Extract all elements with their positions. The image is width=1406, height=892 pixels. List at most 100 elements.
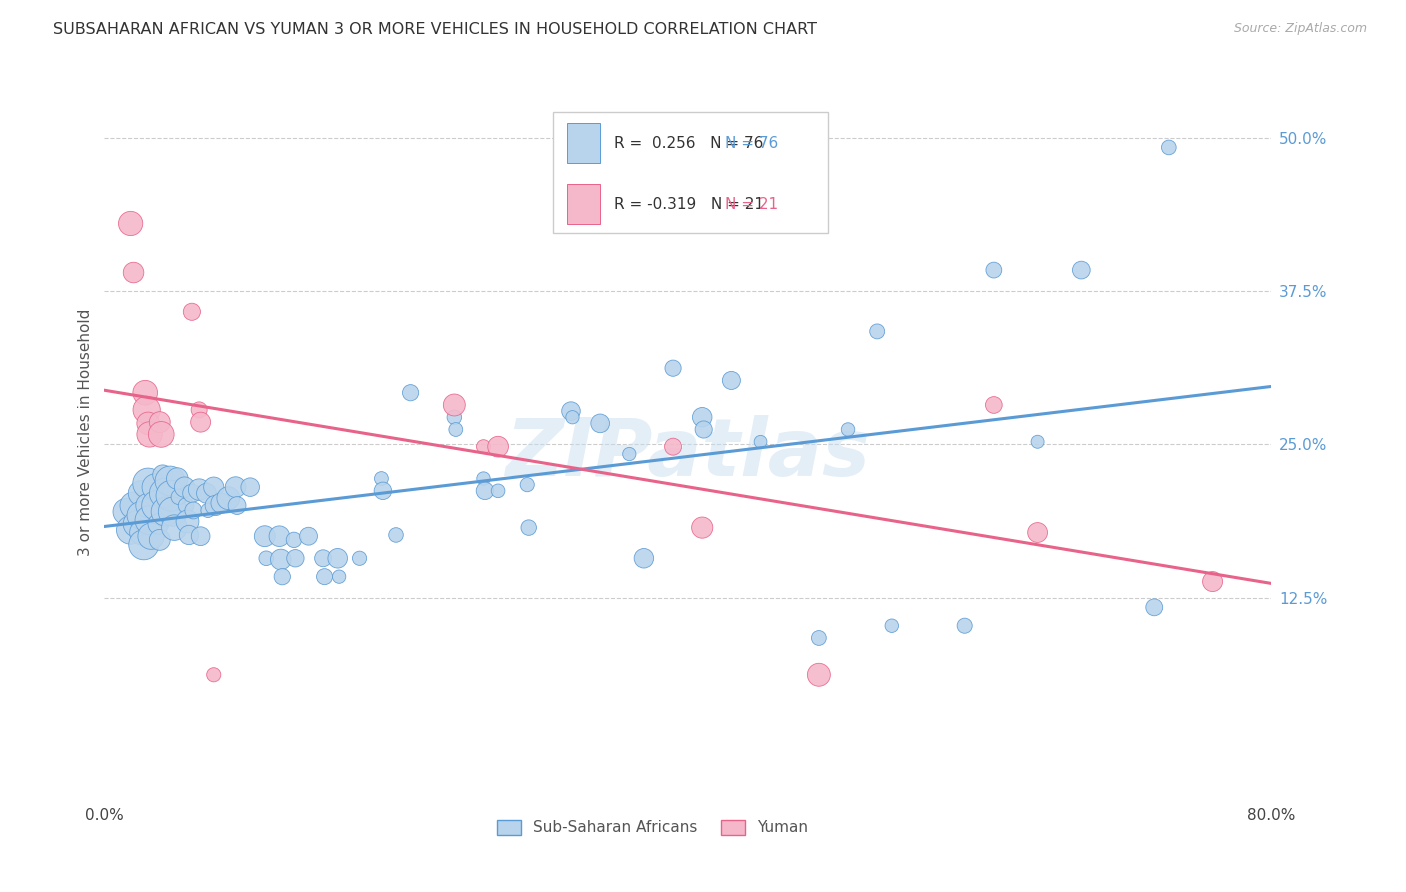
- Point: [183, 503, 205, 517]
- Point: [314, 569, 336, 583]
- Point: [180, 305, 202, 319]
- Point: [443, 410, 465, 425]
- Point: [115, 505, 138, 519]
- Point: [136, 499, 159, 513]
- Point: [131, 525, 153, 540]
- Point: [1143, 600, 1166, 615]
- FancyBboxPatch shape: [568, 123, 600, 163]
- Point: [283, 533, 305, 547]
- Point: [690, 520, 713, 534]
- Point: [190, 415, 212, 429]
- Point: [188, 403, 211, 417]
- Point: [472, 440, 495, 454]
- Legend: Sub-Saharan Africans, Yuman: Sub-Saharan Africans, Yuman: [492, 815, 813, 840]
- Point: [129, 508, 152, 523]
- Point: [326, 551, 349, 566]
- Point: [486, 440, 509, 454]
- Point: [239, 480, 262, 494]
- Point: [662, 440, 685, 454]
- Point: [371, 483, 394, 498]
- Point: [136, 417, 159, 431]
- Point: [177, 528, 200, 542]
- Point: [284, 551, 307, 566]
- Point: [269, 529, 291, 543]
- Point: [312, 551, 335, 566]
- Point: [385, 528, 408, 542]
- Point: [145, 480, 167, 494]
- Point: [690, 410, 713, 425]
- Point: [1070, 263, 1092, 277]
- Point: [486, 483, 509, 498]
- Text: N = 21: N = 21: [725, 197, 778, 211]
- Point: [122, 499, 145, 513]
- Point: [197, 503, 219, 517]
- Text: SUBSAHARAN AFRICAN VS YUMAN 3 OR MORE VEHICLES IN HOUSEHOLD CORRELATION CHART: SUBSAHARAN AFRICAN VS YUMAN 3 OR MORE VE…: [53, 22, 817, 37]
- Point: [129, 486, 152, 500]
- Point: [152, 467, 174, 482]
- Point: [253, 529, 276, 543]
- Point: [444, 423, 467, 437]
- Point: [749, 434, 772, 449]
- Point: [190, 529, 212, 543]
- FancyBboxPatch shape: [554, 112, 828, 234]
- Point: [1026, 434, 1049, 449]
- Point: [209, 496, 232, 510]
- Point: [150, 427, 173, 442]
- Point: [134, 385, 156, 400]
- Point: [399, 385, 422, 400]
- Point: [517, 520, 540, 534]
- Point: [271, 569, 294, 583]
- Point: [589, 417, 612, 431]
- Point: [148, 516, 170, 531]
- Point: [443, 398, 465, 412]
- Point: [149, 533, 172, 547]
- Text: N = 76: N = 76: [725, 136, 778, 151]
- Point: [202, 480, 225, 494]
- Point: [139, 529, 162, 543]
- Point: [983, 263, 1005, 277]
- Point: [217, 491, 239, 505]
- FancyBboxPatch shape: [568, 184, 600, 225]
- Point: [692, 423, 714, 437]
- Point: [1157, 140, 1180, 154]
- Point: [136, 476, 159, 491]
- Point: [176, 515, 198, 529]
- Point: [226, 499, 249, 513]
- Point: [195, 486, 218, 500]
- Point: [159, 474, 181, 488]
- Point: [138, 427, 160, 442]
- Point: [720, 374, 742, 388]
- Point: [188, 483, 211, 497]
- Text: R = -0.319   N = 21: R = -0.319 N = 21: [614, 197, 763, 211]
- Point: [202, 667, 225, 681]
- Point: [807, 631, 830, 645]
- Point: [122, 266, 145, 280]
- Point: [866, 325, 889, 339]
- Point: [662, 361, 685, 376]
- Point: [516, 477, 538, 491]
- Point: [619, 447, 641, 461]
- Point: [225, 480, 247, 494]
- Point: [132, 538, 155, 552]
- Point: [270, 552, 292, 566]
- Point: [155, 505, 177, 519]
- Point: [160, 489, 183, 503]
- Point: [297, 529, 319, 543]
- Text: R =  0.256   N = 76: R = 0.256 N = 76: [614, 136, 763, 151]
- Point: [1026, 525, 1049, 540]
- Text: Source: ZipAtlas.com: Source: ZipAtlas.com: [1233, 22, 1367, 36]
- Point: [138, 513, 160, 527]
- Point: [880, 618, 903, 632]
- Point: [807, 667, 830, 681]
- Point: [120, 523, 142, 537]
- Point: [349, 551, 371, 566]
- Point: [953, 618, 976, 632]
- Point: [837, 423, 859, 437]
- Point: [167, 490, 190, 504]
- Point: [180, 486, 202, 500]
- Point: [146, 499, 169, 513]
- Point: [135, 403, 157, 417]
- Point: [166, 471, 188, 485]
- Point: [163, 520, 186, 534]
- Point: [983, 398, 1005, 412]
